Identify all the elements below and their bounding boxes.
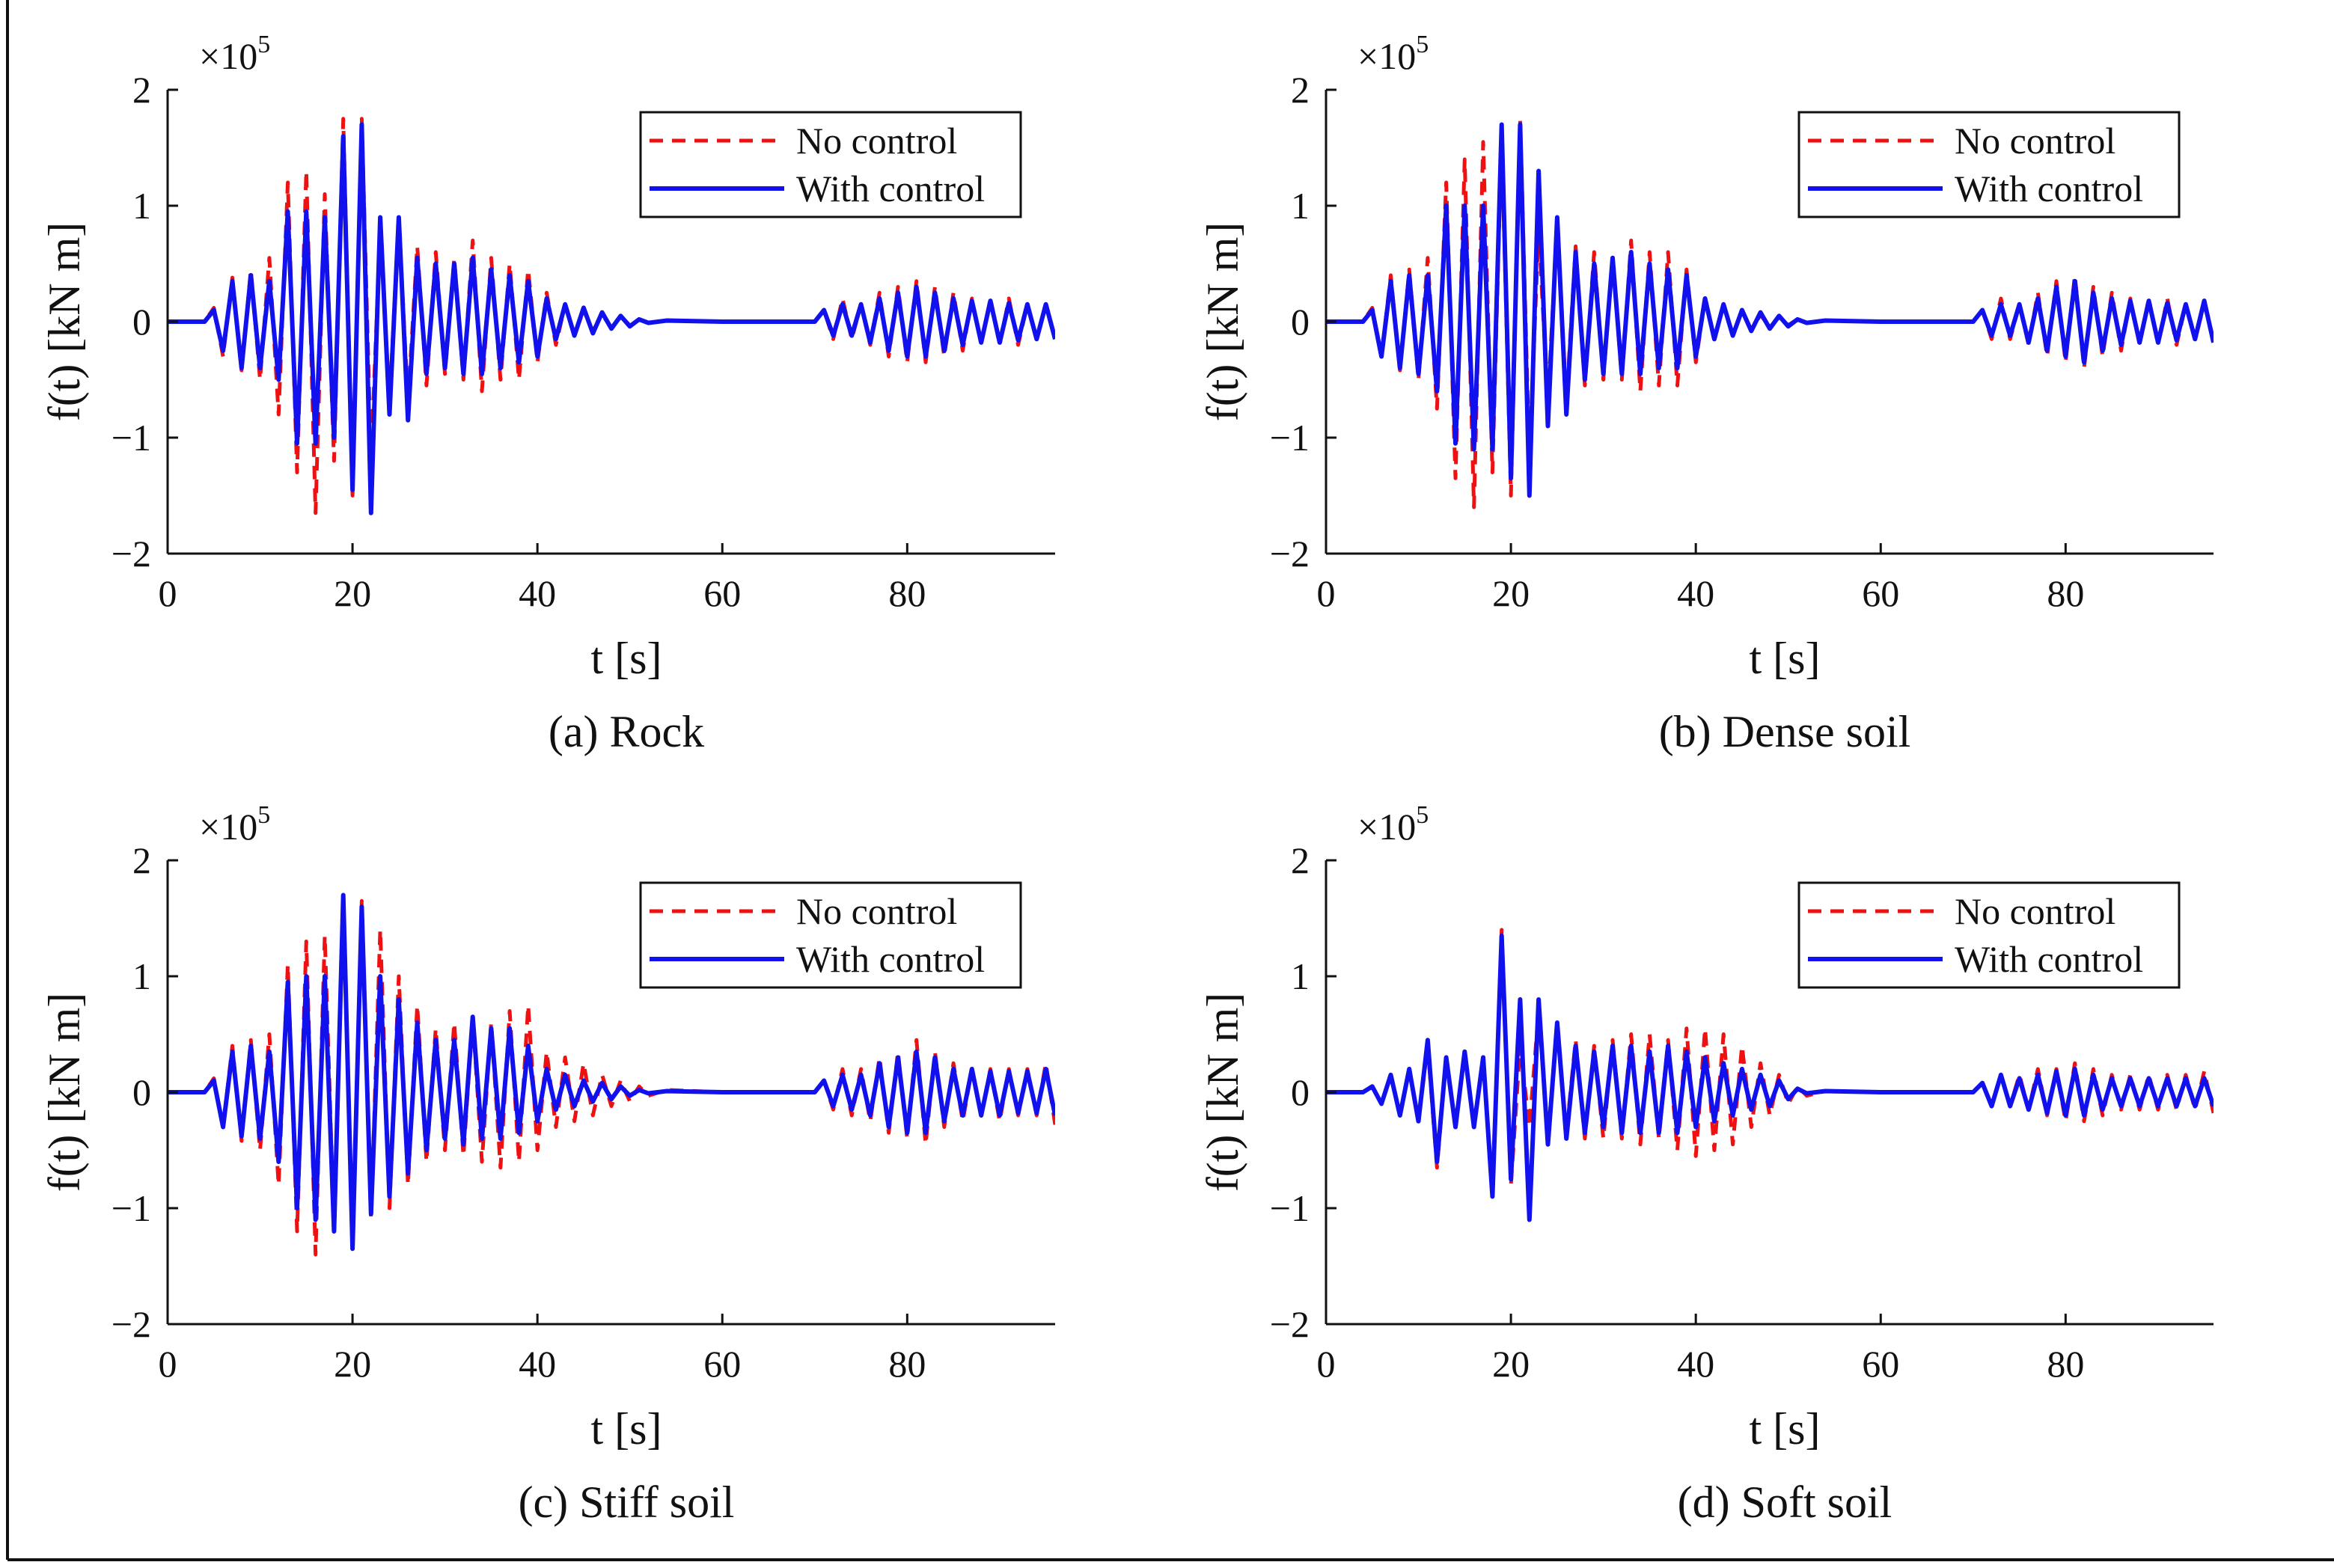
y-tick-label: 1 [1291, 955, 1310, 997]
y-multiplier-exponent: 5 [1416, 31, 1429, 58]
x-tick-label: 40 [519, 1343, 556, 1385]
x-axis-label: t [s] [591, 1404, 662, 1454]
chart-panel-d-soft-soil: 0 20 40 60 80 −2 −1 0 1 2 ×105 t [s] f(t) [kN m] (d) … [1198, 801, 2214, 1527]
series-line-with-control [1326, 933, 2214, 1222]
x-axis-label: t [s] [1750, 1404, 1821, 1454]
legend-label-with-control: With control [1955, 938, 2143, 980]
y-tick-label: 1 [132, 185, 151, 227]
y-tick-label: −1 [111, 417, 151, 459]
legend-box [639, 111, 1022, 218]
y-tick-label: 2 [132, 839, 151, 881]
y-tick-label: 2 [1291, 69, 1310, 111]
y-multiplier: ×105 [1357, 31, 1429, 77]
legend: No control With control [1797, 111, 2181, 218]
y-tick-label: −1 [1270, 417, 1310, 459]
x-tick-label: 20 [334, 572, 371, 614]
y-multiplier-exponent: 5 [257, 31, 270, 58]
x-tick-label: 40 [519, 572, 556, 614]
y-axis-label: f(t) [kN m] [1198, 993, 1247, 1192]
legend: No control With control [639, 881, 1022, 989]
legend: No control With control [639, 111, 1022, 218]
x-tick-label: 80 [2047, 1343, 2084, 1385]
legend-label-no-control: No control [796, 120, 957, 162]
y-tick-label: 0 [132, 301, 151, 343]
x-tick-label: 20 [334, 1343, 371, 1385]
panel-caption: (c) Stiff soil [519, 1477, 735, 1527]
y-tick-label: −1 [1270, 1187, 1310, 1229]
y-axis-label: f(t) [kN m] [1198, 222, 1247, 422]
x-tick-label: 20 [1492, 572, 1530, 614]
y-multiplier-exponent: 5 [1416, 801, 1429, 829]
y-axis-label: f(t) [kN m] [40, 993, 89, 1192]
legend: No control With control [1797, 881, 2181, 989]
legend-box [639, 881, 1022, 989]
legend-box [1797, 881, 2181, 989]
chart-panel-a-rock: 0 20 40 60 80 −2 −1 0 1 2 ×105 t [s] f(t) [kN m] (a) … [40, 31, 1055, 756]
x-tick-label: 20 [1492, 1343, 1530, 1385]
legend-label-with-control: With control [796, 938, 985, 980]
y-multiplier: ×105 [199, 801, 270, 848]
x-tick-label: 80 [888, 572, 926, 614]
x-axis-label: t [s] [591, 634, 662, 683]
x-axis-label: t [s] [1750, 634, 1821, 683]
legend-box [1797, 111, 2181, 218]
y-multiplier-exponent: 5 [257, 801, 270, 829]
y-tick-label: −2 [1270, 1303, 1310, 1345]
legend-label-no-control: No control [1955, 890, 2115, 932]
x-tick-label: 40 [1677, 1343, 1714, 1385]
x-tick-label: 80 [2047, 572, 2084, 614]
chart-panel-b-dense-soil: 0 20 40 60 80 −2 −1 0 1 2 ×105 t [s] f(t) [kN m] (b) … [1198, 31, 2214, 756]
y-tick-label: 0 [1291, 1071, 1310, 1113]
legend-label-with-control: With control [1955, 168, 2143, 209]
y-tick-label: 1 [1291, 185, 1310, 227]
y-multiplier: ×105 [199, 31, 270, 77]
panel-caption: (a) Rock [549, 707, 704, 756]
y-axis-label: f(t) [kN m] [40, 222, 89, 422]
x-tick-label: 40 [1677, 572, 1714, 614]
x-tick-label: 0 [159, 572, 177, 614]
y-tick-label: −2 [111, 533, 151, 575]
chart-panel-c-stiff-soil: 0 20 40 60 80 −2 −1 0 1 2 ×105 t [s] f(t) [kN m] (c) … [40, 801, 1055, 1527]
y-tick-label: 2 [132, 69, 151, 111]
y-tick-label: 0 [1291, 301, 1310, 343]
series-line-with-control [1326, 122, 2214, 498]
legend-label-no-control: No control [1955, 120, 2115, 162]
x-tick-label: 80 [888, 1343, 926, 1385]
x-tick-label: 0 [1317, 572, 1336, 614]
y-tick-label: 0 [132, 1071, 151, 1113]
legend-label-with-control: With control [796, 168, 985, 209]
x-tick-label: 0 [159, 1343, 177, 1385]
legend-label-no-control: No control [796, 890, 957, 932]
x-tick-label: 0 [1317, 1343, 1336, 1385]
y-tick-label: −2 [1270, 533, 1310, 575]
x-tick-label: 60 [703, 1343, 741, 1385]
panel-caption: (b) Dense soil [1659, 707, 1911, 756]
y-tick-label: −1 [111, 1187, 151, 1229]
y-tick-label: 2 [1291, 839, 1310, 881]
series-line-with-control [168, 122, 1055, 515]
y-multiplier: ×105 [1357, 801, 1429, 848]
x-tick-label: 60 [1862, 1343, 1899, 1385]
x-tick-label: 60 [703, 572, 741, 614]
y-tick-label: 1 [132, 955, 151, 997]
series-line-with-control [168, 892, 1055, 1252]
panel-caption: (d) Soft soil [1678, 1477, 1892, 1527]
y-tick-label: −2 [111, 1303, 151, 1345]
x-tick-label: 60 [1862, 572, 1899, 614]
